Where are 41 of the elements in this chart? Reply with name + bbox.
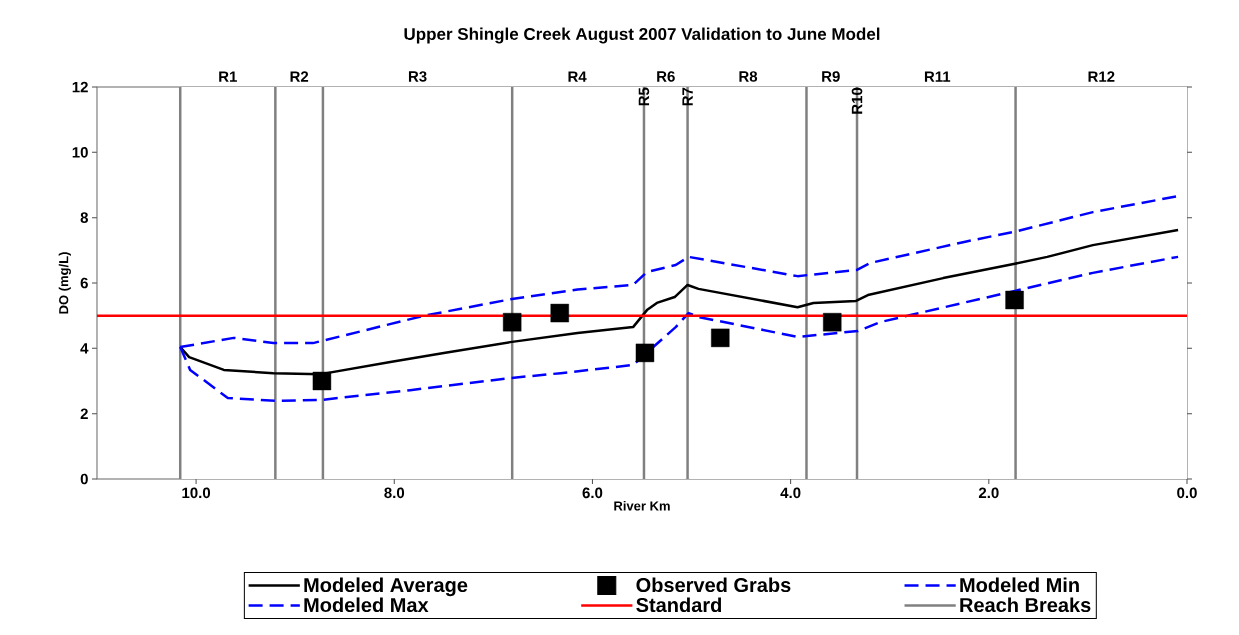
point: [635, 343, 655, 363]
y-tick-label: 10: [72, 147, 88, 158]
x-tick-label: 0.0: [1177, 487, 1197, 499]
legend-label: Reach Breaks: [960, 597, 1091, 613]
point: [502, 313, 522, 332]
y-tick-label: 12: [72, 81, 88, 93]
legend-label: Observed Grabs: [636, 577, 791, 593]
band-label: R3: [408, 71, 427, 82]
y-tick-label: 6: [80, 277, 88, 289]
band-label: R9: [822, 71, 840, 82]
band-label: R7: [682, 87, 693, 106]
legend-label: Standard: [636, 597, 722, 613]
y-tick-label: 0: [80, 473, 88, 485]
point: [550, 303, 569, 323]
point: [1005, 290, 1024, 310]
legend-label: Modeled Min: [960, 577, 1079, 593]
x-tick-label: 10.0: [182, 487, 211, 499]
band-label: R10: [851, 87, 863, 114]
y-axis-title: DO (mg/L): [58, 252, 71, 314]
band-label: R4: [568, 71, 587, 82]
band-label: R12: [1088, 71, 1115, 82]
legend-label: Modeled Max: [304, 597, 429, 613]
band-label: R6: [657, 71, 675, 82]
chart-title: Upper Shingle Creek August 2007 Validation to June Model: [404, 27, 880, 44]
point: [312, 371, 332, 391]
y-tick-label: 4: [80, 343, 89, 354]
band-label: R5: [638, 87, 650, 106]
legend-label: Modeled Average: [304, 577, 468, 597]
x-axis-title: River Km: [614, 501, 670, 511]
x-tick-label: 8.0: [384, 487, 405, 499]
x-tick-label: 4.0: [780, 487, 801, 499]
band-label: R11: [924, 71, 951, 82]
y-tick-label: 8: [80, 212, 88, 223]
point: [711, 328, 730, 348]
band-label: R2: [290, 71, 309, 82]
x-tick-label: 2.0: [978, 487, 999, 499]
x-tick-label: 6.0: [582, 487, 603, 499]
point: [823, 313, 842, 332]
y-tick-label: 2: [80, 408, 88, 419]
band-label: R1: [219, 71, 237, 82]
band-label: R8: [739, 71, 758, 82]
